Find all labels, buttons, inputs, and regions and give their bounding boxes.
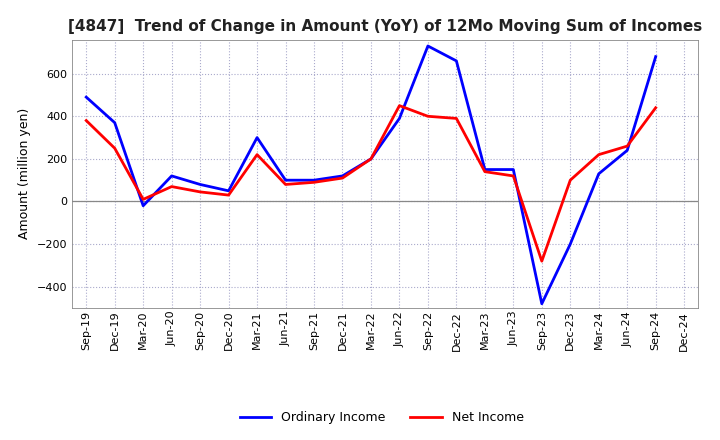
Net Income (310, 180, 318, 185)
Net Income (395, 103, 404, 108)
Ordinary Income (566, 242, 575, 247)
Net Income (110, 146, 119, 151)
Ordinary Income (623, 148, 631, 153)
Net Income (366, 156, 375, 161)
Net Income (537, 258, 546, 264)
Ordinary Income (110, 120, 119, 125)
Net Income (595, 152, 603, 157)
Ordinary Income (452, 58, 461, 63)
Net Income (566, 178, 575, 183)
Ordinary Income (595, 171, 603, 176)
Ordinary Income (253, 135, 261, 140)
Ordinary Income (509, 167, 518, 172)
Y-axis label: Amount (million yen): Amount (million yen) (18, 108, 31, 239)
Net Income (509, 173, 518, 179)
Ordinary Income (225, 188, 233, 194)
Ordinary Income (366, 156, 375, 161)
Net Income (225, 192, 233, 198)
Line: Ordinary Income: Ordinary Income (86, 46, 656, 304)
Legend: Ordinary Income, Net Income: Ordinary Income, Net Income (235, 407, 528, 429)
Ordinary Income (338, 173, 347, 179)
Ordinary Income (537, 301, 546, 306)
Net Income (82, 118, 91, 123)
Ordinary Income (82, 95, 91, 100)
Net Income (338, 176, 347, 181)
Net Income (196, 189, 204, 194)
Ordinary Income (167, 173, 176, 179)
Net Income (167, 184, 176, 189)
Net Income (652, 105, 660, 110)
Ordinary Income (423, 44, 432, 49)
Net Income (423, 114, 432, 119)
Ordinary Income (139, 203, 148, 209)
Net Income (480, 169, 489, 174)
Title: [4847]  Trend of Change in Amount (YoY) of 12Mo Moving Sum of Incomes: [4847] Trend of Change in Amount (YoY) o… (68, 19, 702, 34)
Ordinary Income (480, 167, 489, 172)
Ordinary Income (652, 54, 660, 59)
Net Income (253, 152, 261, 157)
Net Income (282, 182, 290, 187)
Net Income (623, 143, 631, 149)
Ordinary Income (395, 116, 404, 121)
Ordinary Income (196, 182, 204, 187)
Net Income (452, 116, 461, 121)
Ordinary Income (282, 178, 290, 183)
Net Income (139, 197, 148, 202)
Ordinary Income (310, 178, 318, 183)
Line: Net Income: Net Income (86, 106, 656, 261)
